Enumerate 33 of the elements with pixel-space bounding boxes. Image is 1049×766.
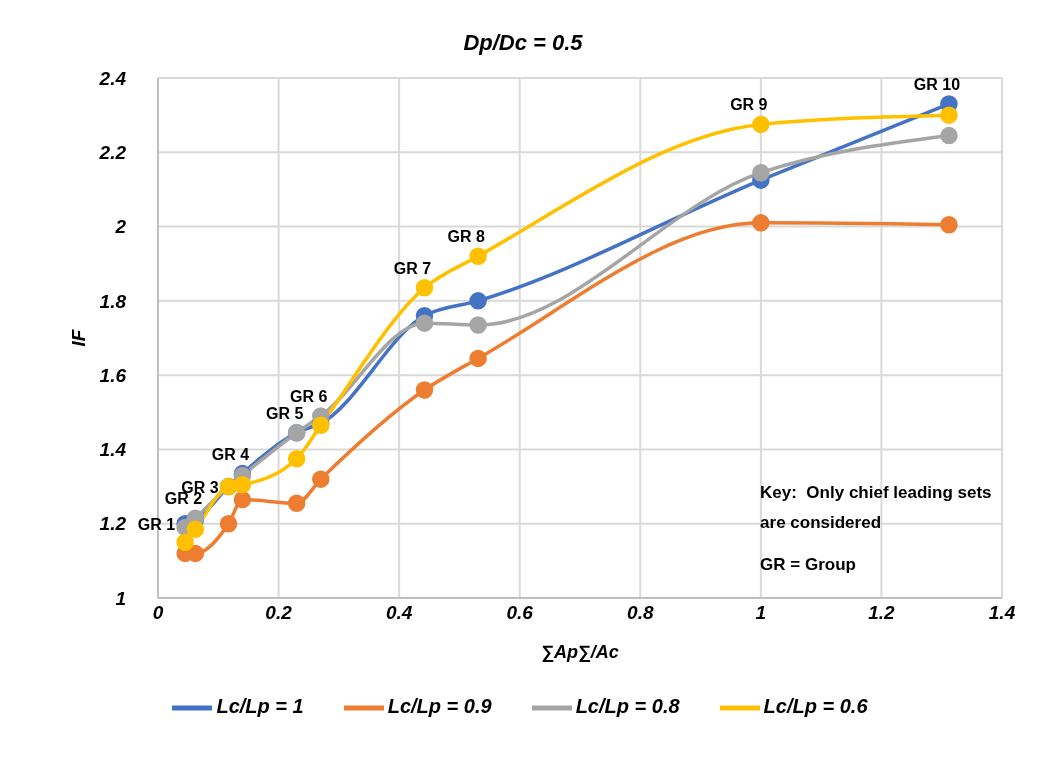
y-tick-label: 1.4 (99, 439, 127, 461)
y-tick-label: 2 (114, 216, 127, 238)
annotation: GR 9 (730, 96, 768, 114)
annotation: GR 10 (913, 76, 961, 93)
x-axis-title: ∑Ap∑/Ac (541, 642, 619, 662)
x-tick-label: 1.4 (988, 602, 1016, 624)
y-tick-label: 1.6 (99, 364, 127, 386)
x-tick-label: 0 (152, 602, 164, 624)
x-tick-label: 0.6 (506, 602, 534, 624)
annotation: GR = Group (760, 554, 857, 576)
legend-label: Lc/Lp = 0.6 (763, 695, 868, 718)
annotation: GR 5 (265, 404, 304, 422)
y-tick-label: 1.2 (99, 513, 127, 535)
x-tick-label: 0.4 (385, 602, 413, 624)
annotation: Key: Only chief leading sets are considered (760, 482, 993, 534)
legend-label: Lc/Lp = 1 (216, 695, 304, 718)
annotation: GR 1 (137, 515, 176, 533)
y-tick-label: 2.4 (98, 67, 127, 89)
y-axis-title: IF (67, 328, 89, 347)
x-tick-label: 0.2 (265, 602, 293, 624)
annotation: GR 4 (211, 445, 250, 463)
legend-label: Lc/Lp = 0.8 (575, 695, 680, 718)
x-tick-label: 0.8 (627, 602, 654, 624)
x-tick-label: 1.2 (868, 602, 896, 624)
y-tick-label: 1.8 (99, 290, 127, 312)
chart-title: Dp/Dc = 0.5 (462, 30, 584, 56)
annotation: GR 6 (290, 388, 328, 405)
annotation: GR 7 (393, 259, 432, 277)
annotation: GR 8 (447, 228, 485, 246)
x-tick-label: 1 (755, 602, 767, 624)
y-tick-label: 2.2 (98, 142, 127, 164)
y-tick-label: 1 (115, 587, 126, 609)
legend-label: Lc/Lp = 0.9 (387, 695, 492, 718)
